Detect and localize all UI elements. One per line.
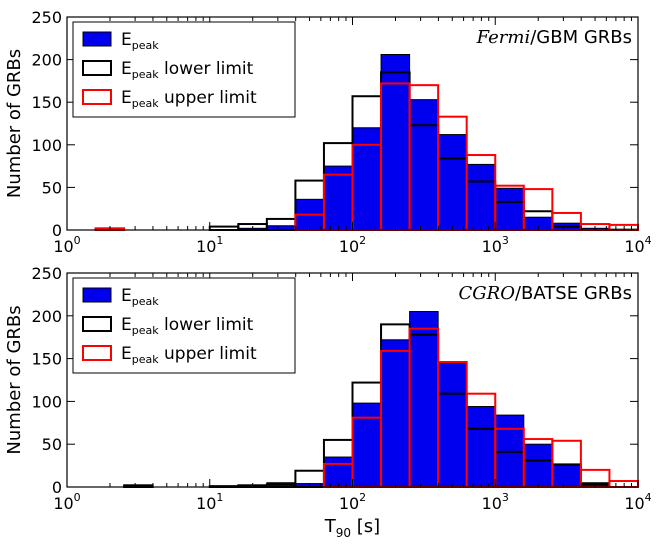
- x-axis-label: T90 [s]: [324, 516, 380, 540]
- histogram-bar: [352, 127, 382, 231]
- histogram-bar: [466, 163, 496, 231]
- y-tick-label: 150: [31, 93, 62, 112]
- y-tick-label: 200: [31, 51, 62, 70]
- legend-label: Epeak lower limit: [121, 59, 254, 81]
- legend-label: Epeak lower limit: [121, 315, 254, 337]
- histogram-bar: [551, 463, 582, 488]
- legend: Epeak Epeak lower limit Epeak upper limit: [72, 277, 296, 374]
- panel-annotation: Fermi/GBM GRBs: [476, 27, 632, 48]
- histogram-bar: [380, 339, 411, 488]
- y-tick-label: 200: [31, 307, 62, 326]
- y-tick-label: 100: [31, 136, 62, 155]
- histogram-bar: [494, 187, 525, 231]
- legend: Epeak Epeak lower limit Epeak upper limit: [72, 21, 296, 118]
- panel-1: 100 101 102 103 104 0 50 100 150 200 250 Number of …: [4, 8, 652, 256]
- legend-label: Epeak: [121, 30, 159, 52]
- y-tick-label: 0: [52, 478, 62, 497]
- legend-swatch: [82, 31, 112, 47]
- y-axis-label: Number of GRBs: [4, 49, 25, 198]
- histogram-bar: [352, 402, 382, 488]
- x-tick-label: 100: [53, 234, 80, 256]
- legend-swatch: [82, 60, 112, 76]
- histogram-bar: [523, 443, 553, 488]
- x-tick-label: 101: [196, 234, 223, 256]
- histogram-bar: [466, 406, 496, 488]
- y-tick-label: 50: [42, 435, 62, 454]
- histogram-bar: [409, 311, 439, 488]
- histogram-bar: [409, 99, 439, 231]
- y-tick-label: 250: [31, 8, 62, 27]
- histogram-bar: [323, 456, 354, 488]
- histogram-bar: [380, 53, 411, 231]
- histogram-bar: [323, 165, 354, 231]
- y-tick-label: 150: [31, 350, 62, 369]
- x-tick-label: 100: [53, 491, 80, 513]
- legend-label: Epeak upper limit: [121, 88, 257, 110]
- legend-label: Epeak: [121, 286, 159, 308]
- x-tick-label: 104: [624, 234, 651, 256]
- x-tick-label: 104: [624, 491, 651, 513]
- x-tick-label: 102: [339, 234, 366, 256]
- x-tick-label: 103: [482, 234, 509, 256]
- x-tick-label: 101: [196, 491, 223, 513]
- x-tick-label: 102: [339, 491, 366, 513]
- histogram-bar: [437, 134, 468, 231]
- x-tick-label: 103: [482, 491, 509, 513]
- y-tick-label: 250: [31, 264, 62, 283]
- histogram-bar: [437, 362, 468, 488]
- legend-swatch: [82, 287, 112, 303]
- legend-swatch: [82, 345, 112, 361]
- y-tick-label: 100: [31, 392, 62, 411]
- y-tick-label: 50: [42, 178, 62, 197]
- y-axis-label: Number of GRBs: [4, 305, 25, 454]
- y-tick-label: 0: [52, 221, 62, 240]
- legend-swatch: [82, 89, 112, 105]
- legend-label: Epeak upper limit: [121, 344, 257, 366]
- panel-annotation: CGRO/BATSE GRBs: [459, 283, 633, 304]
- legend-swatch: [82, 316, 112, 332]
- panel-2: 100 101 102 103 104 0 50 100 150 200 250 Number of …: [4, 264, 652, 540]
